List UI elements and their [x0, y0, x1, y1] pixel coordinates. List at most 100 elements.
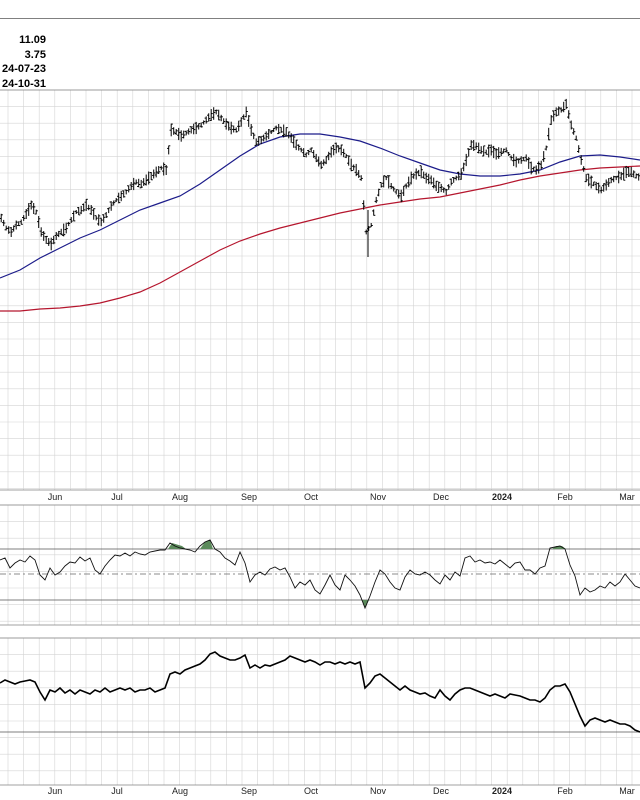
ohlc-bar	[402, 185, 406, 196]
ohlc-bar	[32, 203, 36, 214]
ohlc-bar	[272, 127, 276, 132]
ohlc-bar	[354, 163, 358, 177]
ohlc-bar	[247, 115, 251, 127]
ohlc-bar	[479, 146, 483, 154]
ohlc-bar	[79, 205, 83, 215]
ohlc-bar	[352, 164, 356, 171]
x-tick-label: Dec	[433, 492, 450, 502]
ohlc-bar	[627, 167, 631, 177]
x-tick-label: 2024	[492, 786, 512, 796]
ohlc-bar	[337, 145, 341, 153]
ohlc-bar	[569, 120, 573, 130]
ohlc-bar	[249, 124, 253, 136]
lower-indicator-panel	[0, 651, 640, 733]
ohlc-bar	[109, 201, 113, 211]
ohlc-bar	[459, 168, 463, 180]
ohlc-bar	[172, 127, 176, 135]
ohlc-bar	[107, 207, 111, 214]
ohlc-bar	[202, 120, 206, 125]
ohlc-bar	[197, 123, 201, 130]
ohlc-bar	[47, 238, 51, 246]
ohlc-bar	[114, 198, 118, 202]
ohlc-bar	[467, 148, 471, 157]
ohlc-bar	[304, 152, 308, 158]
ohlc-bar	[64, 222, 68, 234]
ohlc-bar	[554, 107, 558, 117]
ohlc-bar	[499, 147, 503, 157]
ohlc-bar	[254, 138, 258, 146]
ohlc-bar	[19, 219, 23, 225]
ohlc-bar	[372, 209, 376, 216]
x-tick-label: Sep	[241, 786, 257, 796]
info-line-change: 3.75	[24, 48, 46, 61]
ohlc-bar	[562, 101, 566, 113]
ohlc-bar	[414, 168, 418, 180]
ohlc-bar	[224, 118, 228, 130]
ohlc-bar	[34, 209, 38, 215]
ohlc-bar	[387, 175, 391, 189]
ohlc-bar	[187, 128, 191, 135]
ohlc-bar	[572, 128, 576, 135]
ohlc-bar	[194, 121, 198, 135]
ohlc-bar	[7, 226, 11, 234]
ohlc-bar	[334, 142, 338, 154]
ohlc-bar	[529, 161, 533, 175]
ohlc-bar	[347, 155, 351, 166]
ohlc-bar	[97, 214, 101, 226]
ohlc-bar	[552, 110, 556, 122]
ohlc-bar	[382, 175, 386, 188]
ohlc-bar	[472, 140, 476, 151]
ohlc-bar	[549, 115, 553, 125]
ohlc-bar	[274, 125, 278, 131]
x-tick-label: Mar	[619, 786, 635, 796]
ohlc-bar	[267, 129, 271, 139]
x-tick-label: Nov	[370, 786, 387, 796]
ohlc-bar	[244, 106, 248, 118]
ohlc-bar	[277, 124, 281, 135]
osc-line	[0, 539, 640, 610]
ohlc-bar	[514, 156, 518, 168]
ohlc-bar	[539, 160, 543, 170]
ohlc-bar	[149, 172, 153, 181]
ohlc-bar	[2, 219, 6, 227]
ohlc-bar	[204, 116, 208, 124]
ohlc-bar	[42, 231, 46, 241]
ohlc-bar	[617, 170, 621, 184]
ohlc-bar	[542, 151, 546, 162]
ohlc-bar	[302, 148, 306, 157]
ohlc-bar	[357, 170, 361, 178]
ohlc-bar	[307, 149, 311, 156]
ohlc-bar	[597, 182, 601, 194]
ohlc-bar	[24, 209, 28, 219]
ohlc-bar	[629, 166, 633, 178]
x-tick-label: Oct	[304, 786, 319, 796]
price-bars	[0, 98, 640, 257]
ohlc-bar	[577, 145, 581, 153]
ohlc-bar	[389, 183, 393, 189]
ohlc-bar	[299, 147, 303, 153]
ohlc-bar	[532, 166, 536, 172]
x-tick-label: Dec	[433, 786, 450, 796]
ohlc-bar	[339, 144, 343, 156]
ohlc-bar	[142, 178, 146, 186]
x-tick-label: Mar	[619, 492, 635, 502]
ohlc-bar	[14, 220, 18, 230]
ohlc-bar	[614, 175, 618, 181]
ohlc-bar	[122, 190, 126, 198]
ohlc-bar	[519, 156, 523, 164]
ohlc-bar	[362, 200, 366, 210]
ohlc-bar	[412, 173, 416, 179]
info-line-end-date: 24-10-31	[1, 77, 46, 90]
ohlc-bar	[159, 165, 163, 171]
ohlc-bar	[342, 148, 346, 158]
ohlc-bar	[84, 198, 88, 211]
ohlc-bar	[589, 175, 593, 189]
ohlc-bar	[104, 212, 108, 218]
ohlc-bar	[432, 177, 436, 189]
ohlc-bar	[94, 215, 98, 221]
ohlc-bar	[602, 183, 606, 192]
ohlc-bar	[74, 210, 78, 214]
ohlc-bar	[229, 121, 233, 135]
ohlc-bar	[117, 192, 121, 204]
ohlc-bar	[67, 221, 71, 227]
